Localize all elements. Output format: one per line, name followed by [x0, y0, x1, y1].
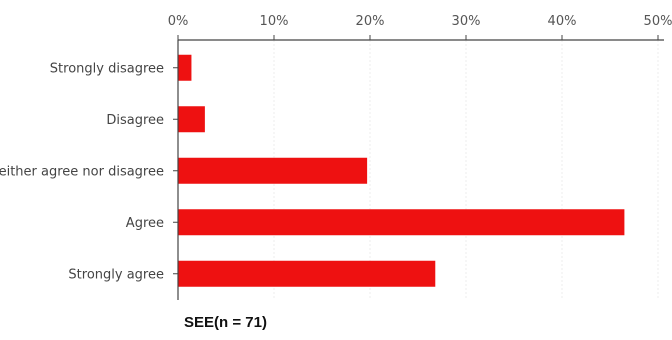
category-label: Agree	[126, 216, 164, 231]
x-tick-label: 30%	[452, 14, 481, 29]
x-tick-label: 20%	[356, 14, 385, 29]
category-labels: Strongly disagree Disagree Neither agree n…	[0, 61, 164, 282]
bar	[178, 209, 625, 236]
bar	[178, 157, 368, 184]
category-label: Strongly disagree	[50, 61, 164, 76]
axes	[173, 35, 664, 300]
category-label: Disagree	[106, 113, 164, 128]
x-tick-label: 50%	[644, 14, 672, 29]
chart-caption: SEE(n = 71)	[184, 314, 267, 331]
bar	[178, 106, 205, 133]
category-label: Strongly agree	[68, 267, 164, 282]
x-tick-label: 10%	[260, 14, 289, 29]
category-label: Neither agree nor disagree	[0, 164, 164, 179]
bar	[178, 260, 436, 287]
x-tick-label: 0%	[168, 14, 189, 29]
x-tick-label: 40%	[548, 14, 577, 29]
x-tick-labels: 0% 10% 20% 30% 40% 50%	[168, 14, 672, 29]
bars	[178, 54, 625, 287]
bar	[178, 54, 192, 81]
